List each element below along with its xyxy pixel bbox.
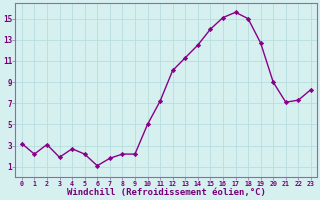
X-axis label: Windchill (Refroidissement éolien,°C): Windchill (Refroidissement éolien,°C) <box>67 188 266 197</box>
